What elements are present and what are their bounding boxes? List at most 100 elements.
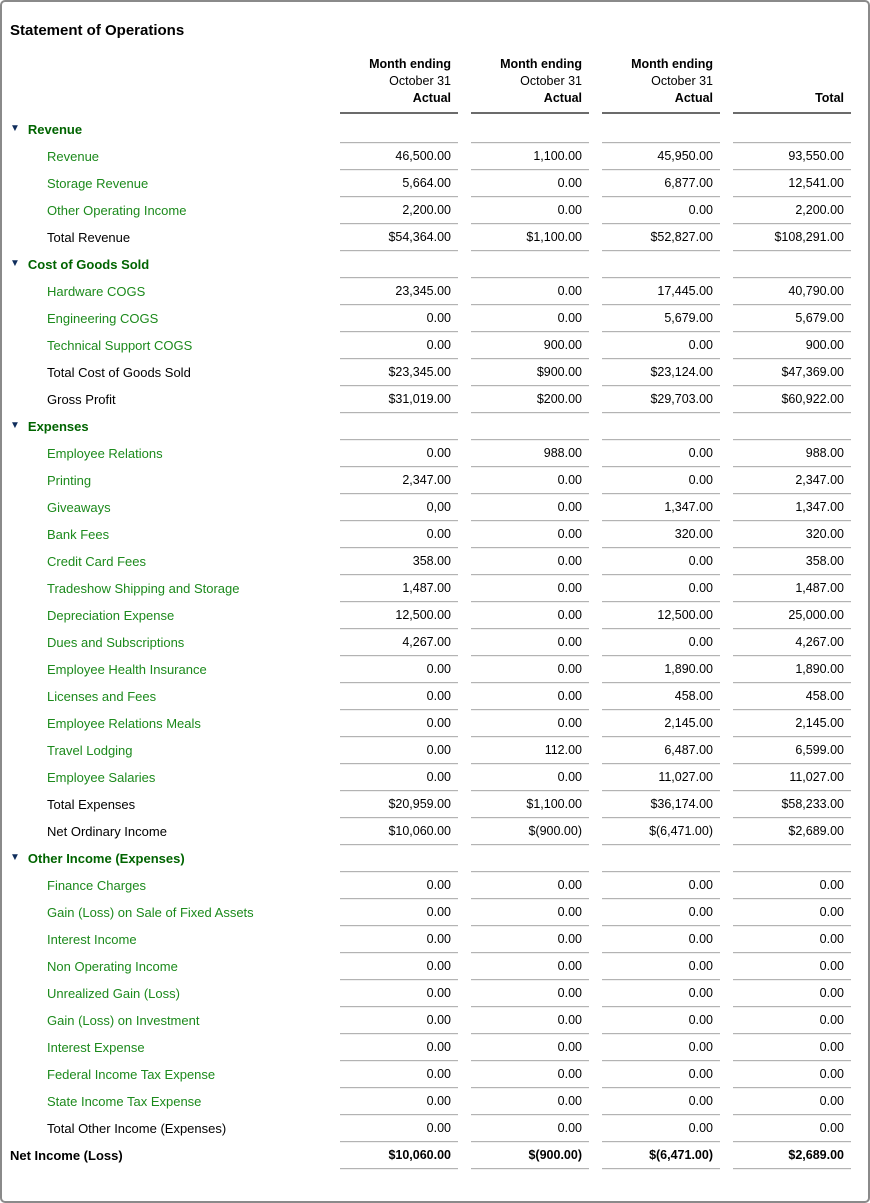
value-cell: 25,000.00	[733, 602, 851, 629]
account-link[interactable]: Employee Relations	[47, 446, 163, 461]
value-cell: 0.00	[602, 1088, 720, 1115]
account-link[interactable]: Interest Expense	[47, 1040, 145, 1055]
value-cell: 0.00	[340, 953, 458, 980]
value-cell: 0.00	[471, 926, 589, 953]
value-cell: 0.00	[340, 305, 458, 332]
account-link[interactable]: Engineering COGS	[47, 311, 159, 326]
value-cell: 0.00	[340, 899, 458, 926]
value-cell	[340, 251, 458, 278]
account-link[interactable]: Employee Relations Meals	[47, 716, 201, 731]
row-label: Total Cost of Goods Sold	[47, 365, 191, 380]
section-title[interactable]: Other Income (Expenses)	[27, 851, 185, 866]
collapse-triangle-icon[interactable]: ▼	[10, 123, 20, 134]
value-cell: 46,500.00	[340, 143, 458, 170]
account-link[interactable]: Revenue	[47, 149, 100, 164]
value-cell: 0.00	[471, 710, 589, 737]
account-link[interactable]: Travel Lodging	[47, 743, 133, 758]
section-label-wrap: ▼ Revenue	[10, 116, 327, 143]
table-header: Month ending October 31 Actual Month end…	[2, 56, 868, 114]
account-link[interactable]: Tradeshow Shipping and Storage	[47, 581, 240, 596]
account-link[interactable]: Unrealized Gain (Loss)	[47, 986, 180, 1001]
report-row: Federal Income Tax Expense 0.00 0.00 0.00 0.…	[2, 1061, 868, 1088]
value-cell: 0.00	[733, 953, 851, 980]
account-link[interactable]: Storage Revenue	[47, 176, 149, 191]
account-link[interactable]: Other Operating Income	[47, 203, 187, 218]
column-header-total: Total	[733, 56, 851, 114]
value-cell: 0.00	[602, 467, 720, 494]
value-cell	[471, 116, 589, 143]
value-cell: $36,174.00	[602, 791, 720, 818]
account-link[interactable]: Technical Support COGS	[47, 338, 193, 353]
value-cell: 900.00	[733, 332, 851, 359]
value-cell: 2,200.00	[733, 197, 851, 224]
account-link[interactable]: Licenses and Fees	[47, 689, 157, 704]
collapse-triangle-icon[interactable]: ▼	[10, 852, 20, 863]
account-link[interactable]: Depreciation Expense	[47, 608, 175, 623]
account-link[interactable]: Printing	[47, 473, 92, 488]
section-title[interactable]: Revenue	[27, 122, 83, 137]
value-cell	[471, 251, 589, 278]
column-date: October 31	[389, 74, 451, 88]
value-cell: $58,233.00	[733, 791, 851, 818]
report-row: Interest Income 0.00 0.00 0.00 0.00	[2, 926, 868, 953]
account-link[interactable]: Giveaways	[47, 500, 111, 515]
account-link[interactable]: Interest Income	[47, 932, 137, 947]
value-cell: 0.00	[471, 197, 589, 224]
value-cell: 0.00	[733, 1088, 851, 1115]
value-cell: 5,664.00	[340, 170, 458, 197]
value-cell: $29,703.00	[602, 386, 720, 413]
net-income-row: Net Income (Loss) $10,060.00 $(900.00) $(6,…	[2, 1142, 868, 1169]
value-cell: 4,267.00	[733, 629, 851, 656]
account-link[interactable]: Non Operating Income	[47, 959, 178, 974]
value-cell: 0.00	[602, 926, 720, 953]
account-link[interactable]: Finance Charges	[47, 878, 146, 893]
account-link[interactable]: Gain (Loss) on Sale of Fixed Assets	[47, 905, 254, 920]
value-cell: 0.00	[602, 953, 720, 980]
value-cell: 1,890.00	[733, 656, 851, 683]
value-cell: 0.00	[340, 1061, 458, 1088]
value-cell: 0.00	[471, 683, 589, 710]
account-link[interactable]: Dues and Subscriptions	[47, 635, 185, 650]
report-rows: ▼ Revenue Revenue 46,500.00 1,100.00 45,950.0…	[2, 116, 868, 1169]
report-row: State Income Tax Expense 0.00 0.00 0.00 0.00	[2, 1088, 868, 1115]
collapse-triangle-icon[interactable]: ▼	[10, 420, 20, 431]
value-cell: 0.00	[340, 1034, 458, 1061]
value-cell: $(900.00)	[471, 818, 589, 845]
section-title[interactable]: Cost of Goods Sold	[27, 257, 150, 272]
report-row: Net Ordinary Income $10,060.00 $(900.00) $(…	[2, 818, 868, 845]
report-row: Employee Health Insurance 0.00 0.00 1,890.0…	[2, 656, 868, 683]
value-cell: 0.00	[471, 494, 589, 521]
account-link[interactable]: Employee Health Insurance	[47, 662, 207, 677]
account-link[interactable]: Gain (Loss) on Investment	[47, 1013, 200, 1028]
value-cell: $23,124.00	[602, 359, 720, 386]
value-cell: 0.00	[602, 332, 720, 359]
account-link[interactable]: Employee Salaries	[47, 770, 156, 785]
column-period: Month ending	[500, 57, 582, 71]
section-row-expenses: ▼ Expenses	[2, 413, 868, 440]
value-cell: 93,550.00	[733, 143, 851, 170]
column-date: October 31	[651, 74, 713, 88]
value-cell: 0.00	[471, 872, 589, 899]
report-row: Gain (Loss) on Sale of Fixed Assets 0.00 0…	[2, 899, 868, 926]
account-link[interactable]: Credit Card Fees	[47, 554, 146, 569]
section-title[interactable]: Expenses	[27, 419, 89, 434]
report-row: Technical Support COGS 0.00 900.00 0.00 900.…	[2, 332, 868, 359]
account-link[interactable]: Bank Fees	[47, 527, 110, 542]
report-row: Employee Salaries 0.00 0.00 11,027.00 11,027…	[2, 764, 868, 791]
report-row: Hardware COGS 23,345.00 0.00 17,445.00 40,79…	[2, 278, 868, 305]
value-cell: 0.00	[471, 548, 589, 575]
account-link[interactable]: State Income Tax Expense	[47, 1094, 202, 1109]
account-link[interactable]: Federal Income Tax Expense	[47, 1067, 216, 1082]
value-cell: 0.00	[733, 872, 851, 899]
value-cell	[733, 413, 851, 440]
value-cell: 0.00	[733, 1007, 851, 1034]
report-row: Storage Revenue 5,664.00 0.00 6,877.00 12,54…	[2, 170, 868, 197]
collapse-triangle-icon[interactable]: ▼	[10, 258, 20, 269]
section-row-cost-of-goods-sold: ▼ Cost of Goods Sold	[2, 251, 868, 278]
value-cell: 45,950.00	[602, 143, 720, 170]
account-link[interactable]: Hardware COGS	[47, 284, 146, 299]
page-title: Statement of Operations	[10, 22, 185, 39]
value-cell: $1,100.00	[471, 791, 589, 818]
report-row: Total Expenses $20,959.00 $1,100.00 $36,174…	[2, 791, 868, 818]
